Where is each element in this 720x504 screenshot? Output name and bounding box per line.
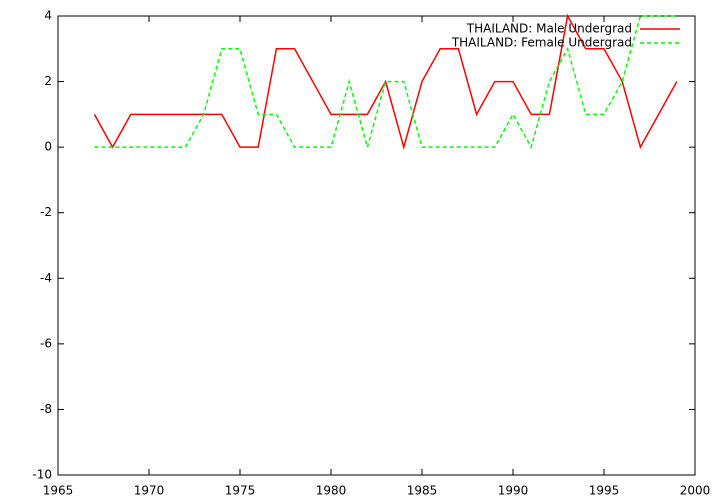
y-tick-label: -2 [40, 205, 52, 219]
y-tick-label: -10 [32, 468, 52, 482]
plot-border [57, 15, 696, 476]
x-tick-label: 1995 [589, 484, 620, 498]
x-tick-label: 1980 [316, 484, 347, 498]
x-tick-label: 1975 [225, 484, 256, 498]
legend-label: THAILAND: Female Undergrad [451, 36, 632, 50]
x-tick-label: 1985 [407, 484, 438, 498]
x-tick-label: 2000 [680, 484, 711, 498]
y-tick-label: -8 [40, 402, 52, 416]
y-tick-label: 0 [44, 140, 52, 154]
y-tick-label: 2 [44, 74, 52, 88]
y-tick-label: -4 [40, 271, 52, 285]
x-tick-label: 1965 [43, 484, 74, 498]
y-tick-label: -6 [40, 336, 52, 350]
y-tick-label: 4 [44, 9, 52, 23]
legend-label: THAILAND: Male Undergrad [466, 22, 632, 36]
x-tick-label: 1970 [134, 484, 165, 498]
series-line [93, 13, 678, 150]
x-tick-label: 1990 [498, 484, 529, 498]
